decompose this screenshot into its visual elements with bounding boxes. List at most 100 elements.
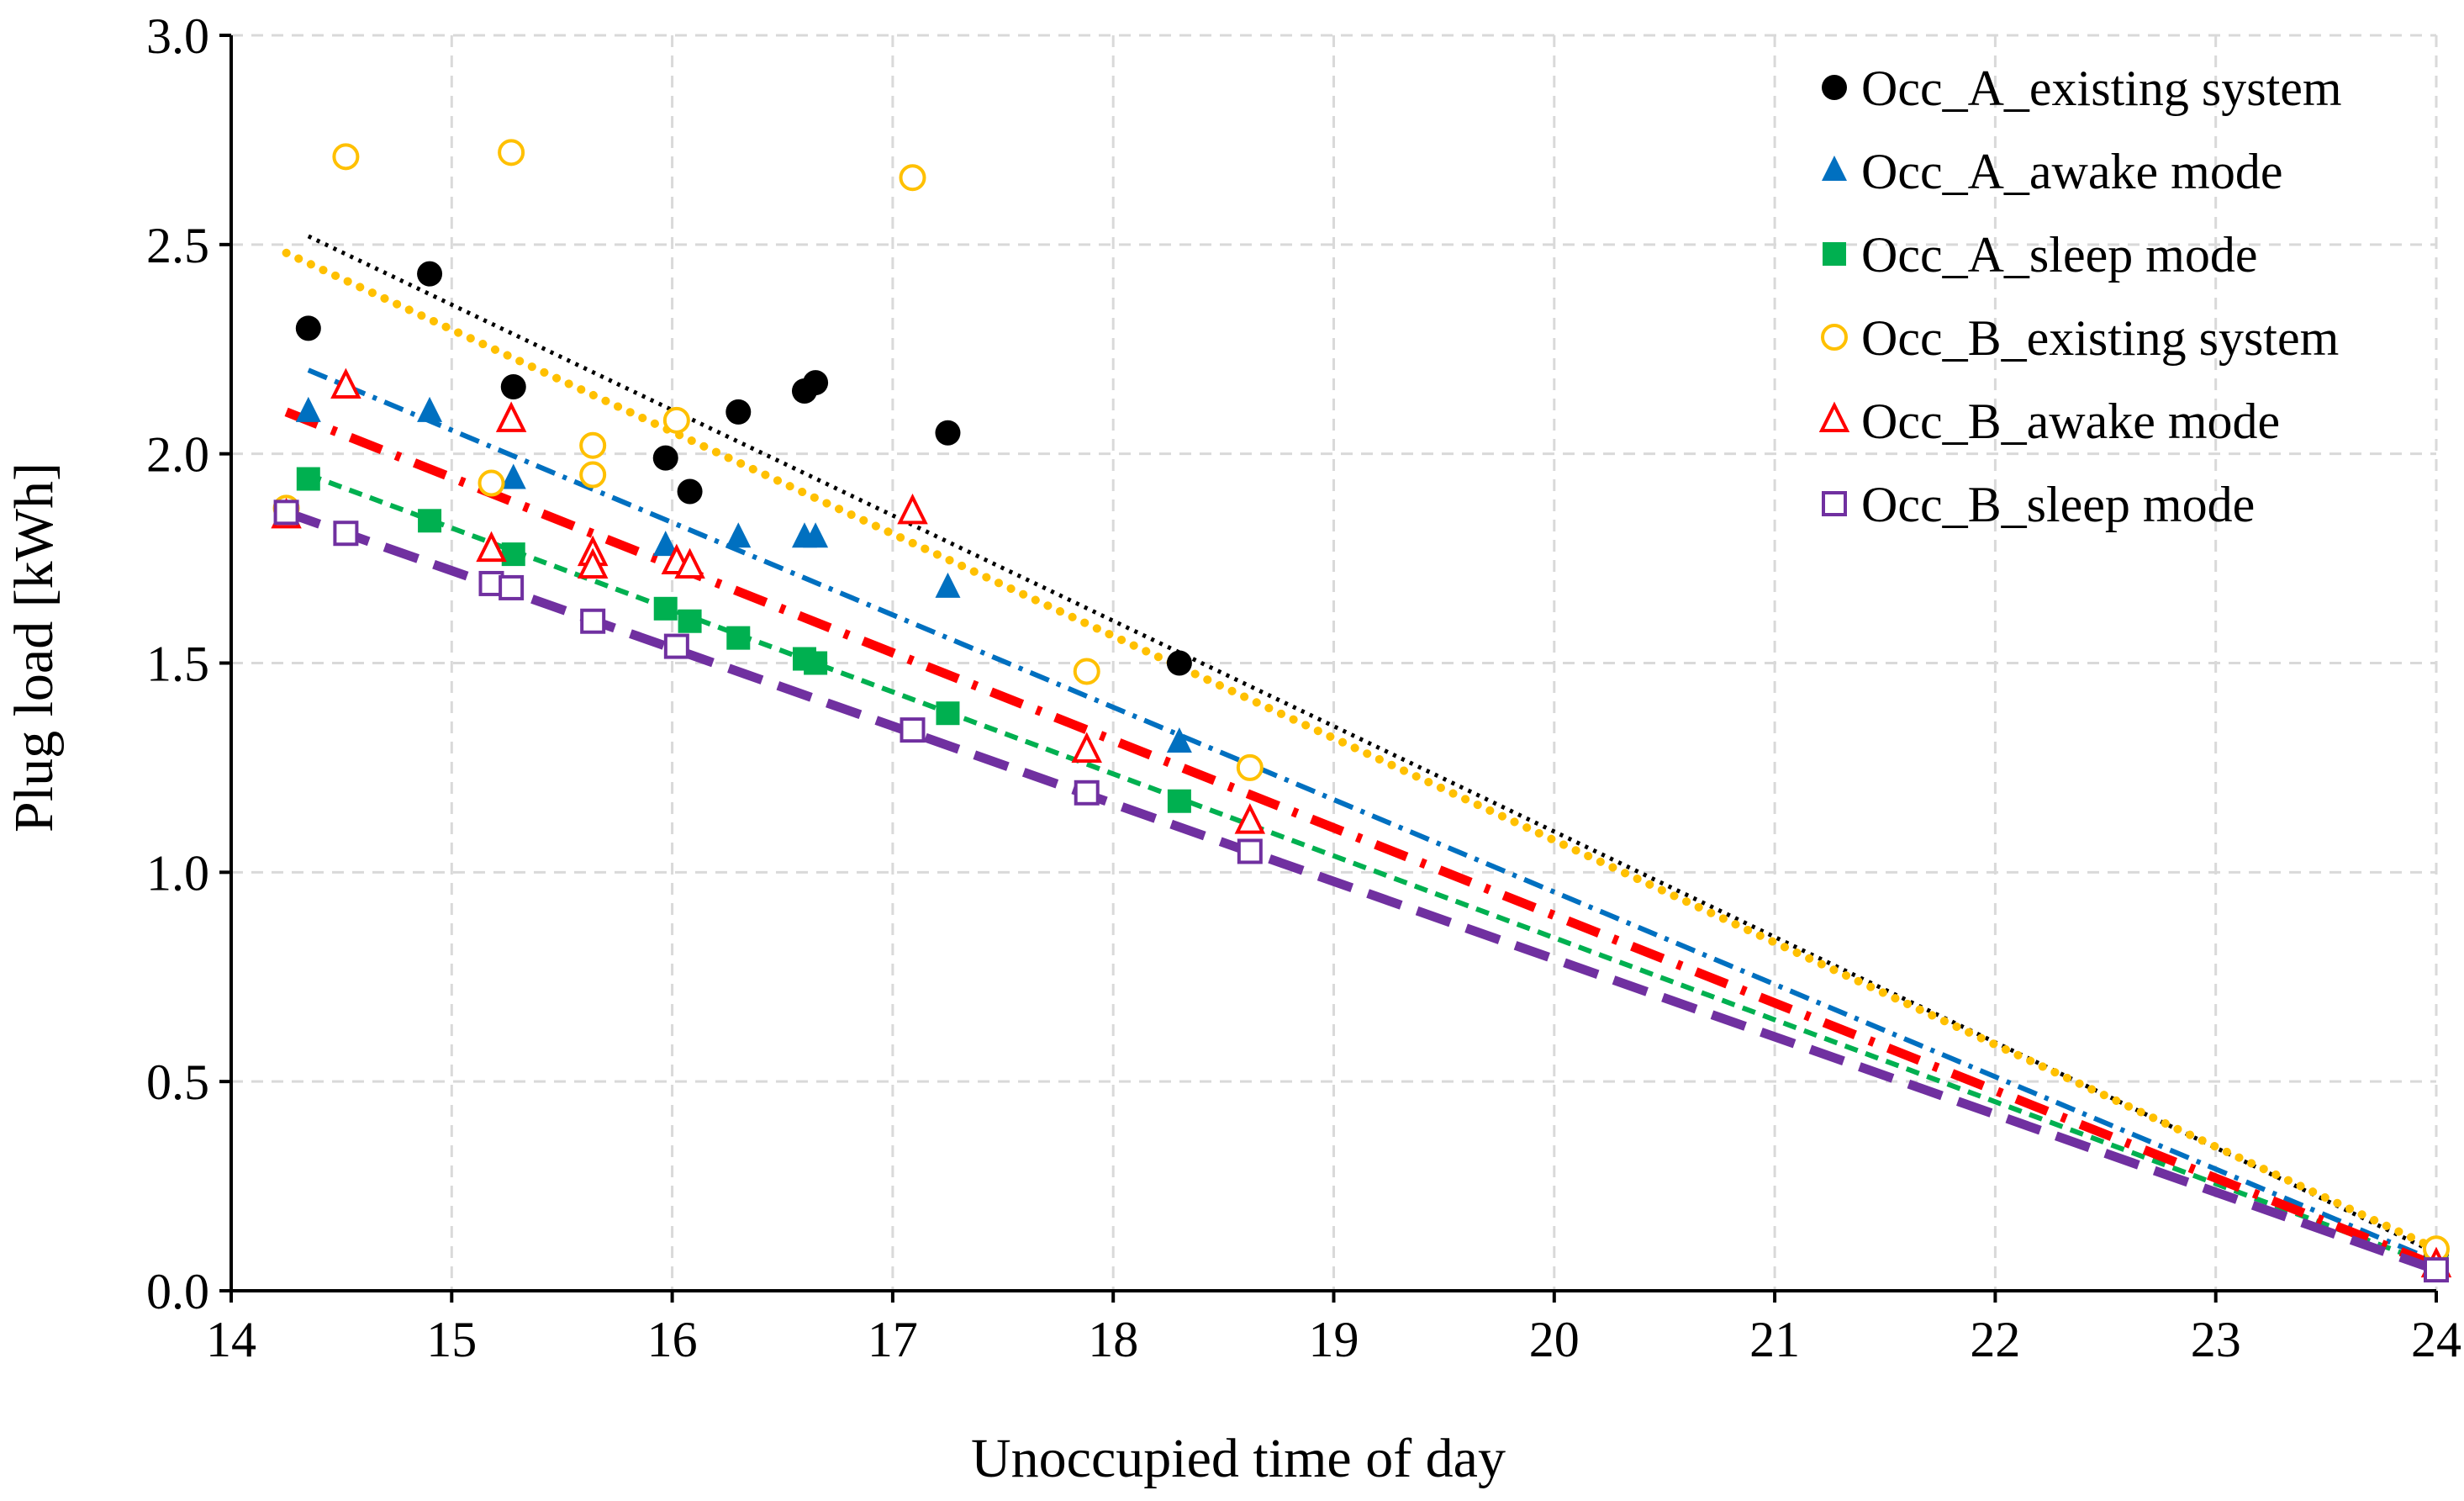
legend-entry: Occ_B_awake mode xyxy=(1818,394,2280,449)
data-point xyxy=(803,370,829,396)
x-tick-label: 14 xyxy=(206,1312,256,1367)
legend-entry: Occ_A_sleep mode xyxy=(1823,227,2258,283)
data-point xyxy=(803,522,829,548)
data-point xyxy=(936,701,960,726)
y-tick-label: 2.0 xyxy=(146,427,209,483)
data-point xyxy=(1071,732,1102,764)
x-tick-label: 18 xyxy=(1088,1312,1138,1367)
x-tick-label: 23 xyxy=(2191,1312,2241,1367)
data-point xyxy=(477,469,505,497)
data-point xyxy=(295,315,321,341)
data-point xyxy=(1073,658,1100,685)
legend-marker xyxy=(1821,324,1848,351)
x-tick-label: 24 xyxy=(2411,1312,2461,1367)
y-tick-label: 1.0 xyxy=(146,845,209,901)
legend-label: Occ_A_existing system xyxy=(1861,61,2342,116)
x-tick-label: 22 xyxy=(1970,1312,2020,1367)
legend-marker xyxy=(1822,156,1847,181)
x-tick-label: 16 xyxy=(647,1312,698,1367)
data-point xyxy=(2424,1257,2449,1283)
data-point xyxy=(476,531,507,563)
x-tick-label: 15 xyxy=(426,1312,477,1367)
data-point xyxy=(273,499,299,526)
x-tick-label: 19 xyxy=(1309,1312,1359,1367)
data-point xyxy=(332,143,360,171)
data-point xyxy=(579,431,607,459)
legend-marker xyxy=(1822,491,1847,516)
data-point xyxy=(726,626,751,650)
data-point xyxy=(662,406,690,434)
data-point xyxy=(495,401,527,432)
data-point xyxy=(897,493,928,525)
data-point xyxy=(677,478,703,505)
data-point xyxy=(935,572,961,598)
trendline-series-4 xyxy=(282,248,2440,1254)
data-point xyxy=(579,461,607,489)
trendline-series-6 xyxy=(284,508,2438,1275)
data-point xyxy=(1236,753,1264,781)
data-point xyxy=(417,396,443,422)
x-tick-labels: 14 15 16 17 18 19 20 21 22 23 24 xyxy=(206,1312,2461,1367)
data-point xyxy=(500,374,526,400)
data-point xyxy=(295,396,321,422)
data-point xyxy=(417,261,443,287)
x-tick-label: 17 xyxy=(868,1312,918,1367)
legend-entry: Occ_B_existing system xyxy=(1821,310,2339,366)
legend-entry: Occ_B_sleep mode xyxy=(1822,477,2255,532)
data-point xyxy=(663,633,689,659)
legend-marker xyxy=(1822,75,1847,100)
data-point xyxy=(580,608,606,634)
data-point xyxy=(678,609,702,633)
data-point xyxy=(418,509,442,533)
data-point xyxy=(330,367,361,399)
legend-entry: Occ_A_existing system xyxy=(1822,61,2342,116)
data-point xyxy=(652,445,678,471)
legend-entry: Occ_A_awake mode xyxy=(1822,144,2282,199)
data-point xyxy=(500,463,526,489)
data-point xyxy=(1166,650,1192,676)
x-tick-label: 20 xyxy=(1529,1312,1580,1367)
legend-label: Occ_B_awake mode xyxy=(1861,394,2280,449)
y-tick-label: 1.5 xyxy=(146,637,209,692)
data-point xyxy=(1234,803,1266,834)
data-point xyxy=(1237,838,1263,864)
data-point xyxy=(577,547,609,579)
legend-label: Occ_B_sleep mode xyxy=(1861,477,2255,532)
data-point xyxy=(725,399,752,425)
data-point xyxy=(501,542,525,567)
data-point xyxy=(653,596,678,621)
data-point xyxy=(804,651,828,675)
legend-label: Occ_B_existing system xyxy=(1861,310,2339,366)
data-markers xyxy=(271,139,2452,1283)
data-point xyxy=(498,139,525,166)
data-point xyxy=(1167,789,1191,813)
y-tick-label: 3.0 xyxy=(146,8,209,64)
data-point xyxy=(1074,780,1100,806)
data-point xyxy=(899,164,926,192)
legend-label: Occ_A_sleep mode xyxy=(1861,227,2258,283)
data-point xyxy=(1166,727,1192,753)
trendline-series-5 xyxy=(284,407,2439,1271)
y-tick-label: 0.0 xyxy=(146,1264,209,1319)
trendline-series-2 xyxy=(307,367,2438,1264)
legend-marker xyxy=(1818,401,1850,432)
data-point xyxy=(674,547,705,579)
data-point xyxy=(900,717,926,743)
series-6-points xyxy=(273,499,2449,1283)
data-point xyxy=(499,574,525,600)
data-point xyxy=(725,522,752,548)
y-tick-labels: 0.0 0.5 1.0 1.5 2.0 2.5 3.0 xyxy=(146,8,209,1319)
y-tick-label: 2.5 xyxy=(146,218,209,273)
data-point xyxy=(333,521,359,547)
legend-marker xyxy=(1823,242,1846,266)
x-tick-label: 21 xyxy=(1749,1312,1800,1367)
legend-label: Occ_A_awake mode xyxy=(1861,144,2282,199)
legend: Occ_A_existing system Occ_A_awake mode Occ… xyxy=(1818,61,2342,532)
data-point xyxy=(296,467,320,491)
data-point xyxy=(935,420,961,446)
data-point xyxy=(652,531,678,557)
y-tick-label: 0.5 xyxy=(146,1054,209,1110)
x-axis-title: Unoccupied time of day xyxy=(971,1428,1506,1489)
